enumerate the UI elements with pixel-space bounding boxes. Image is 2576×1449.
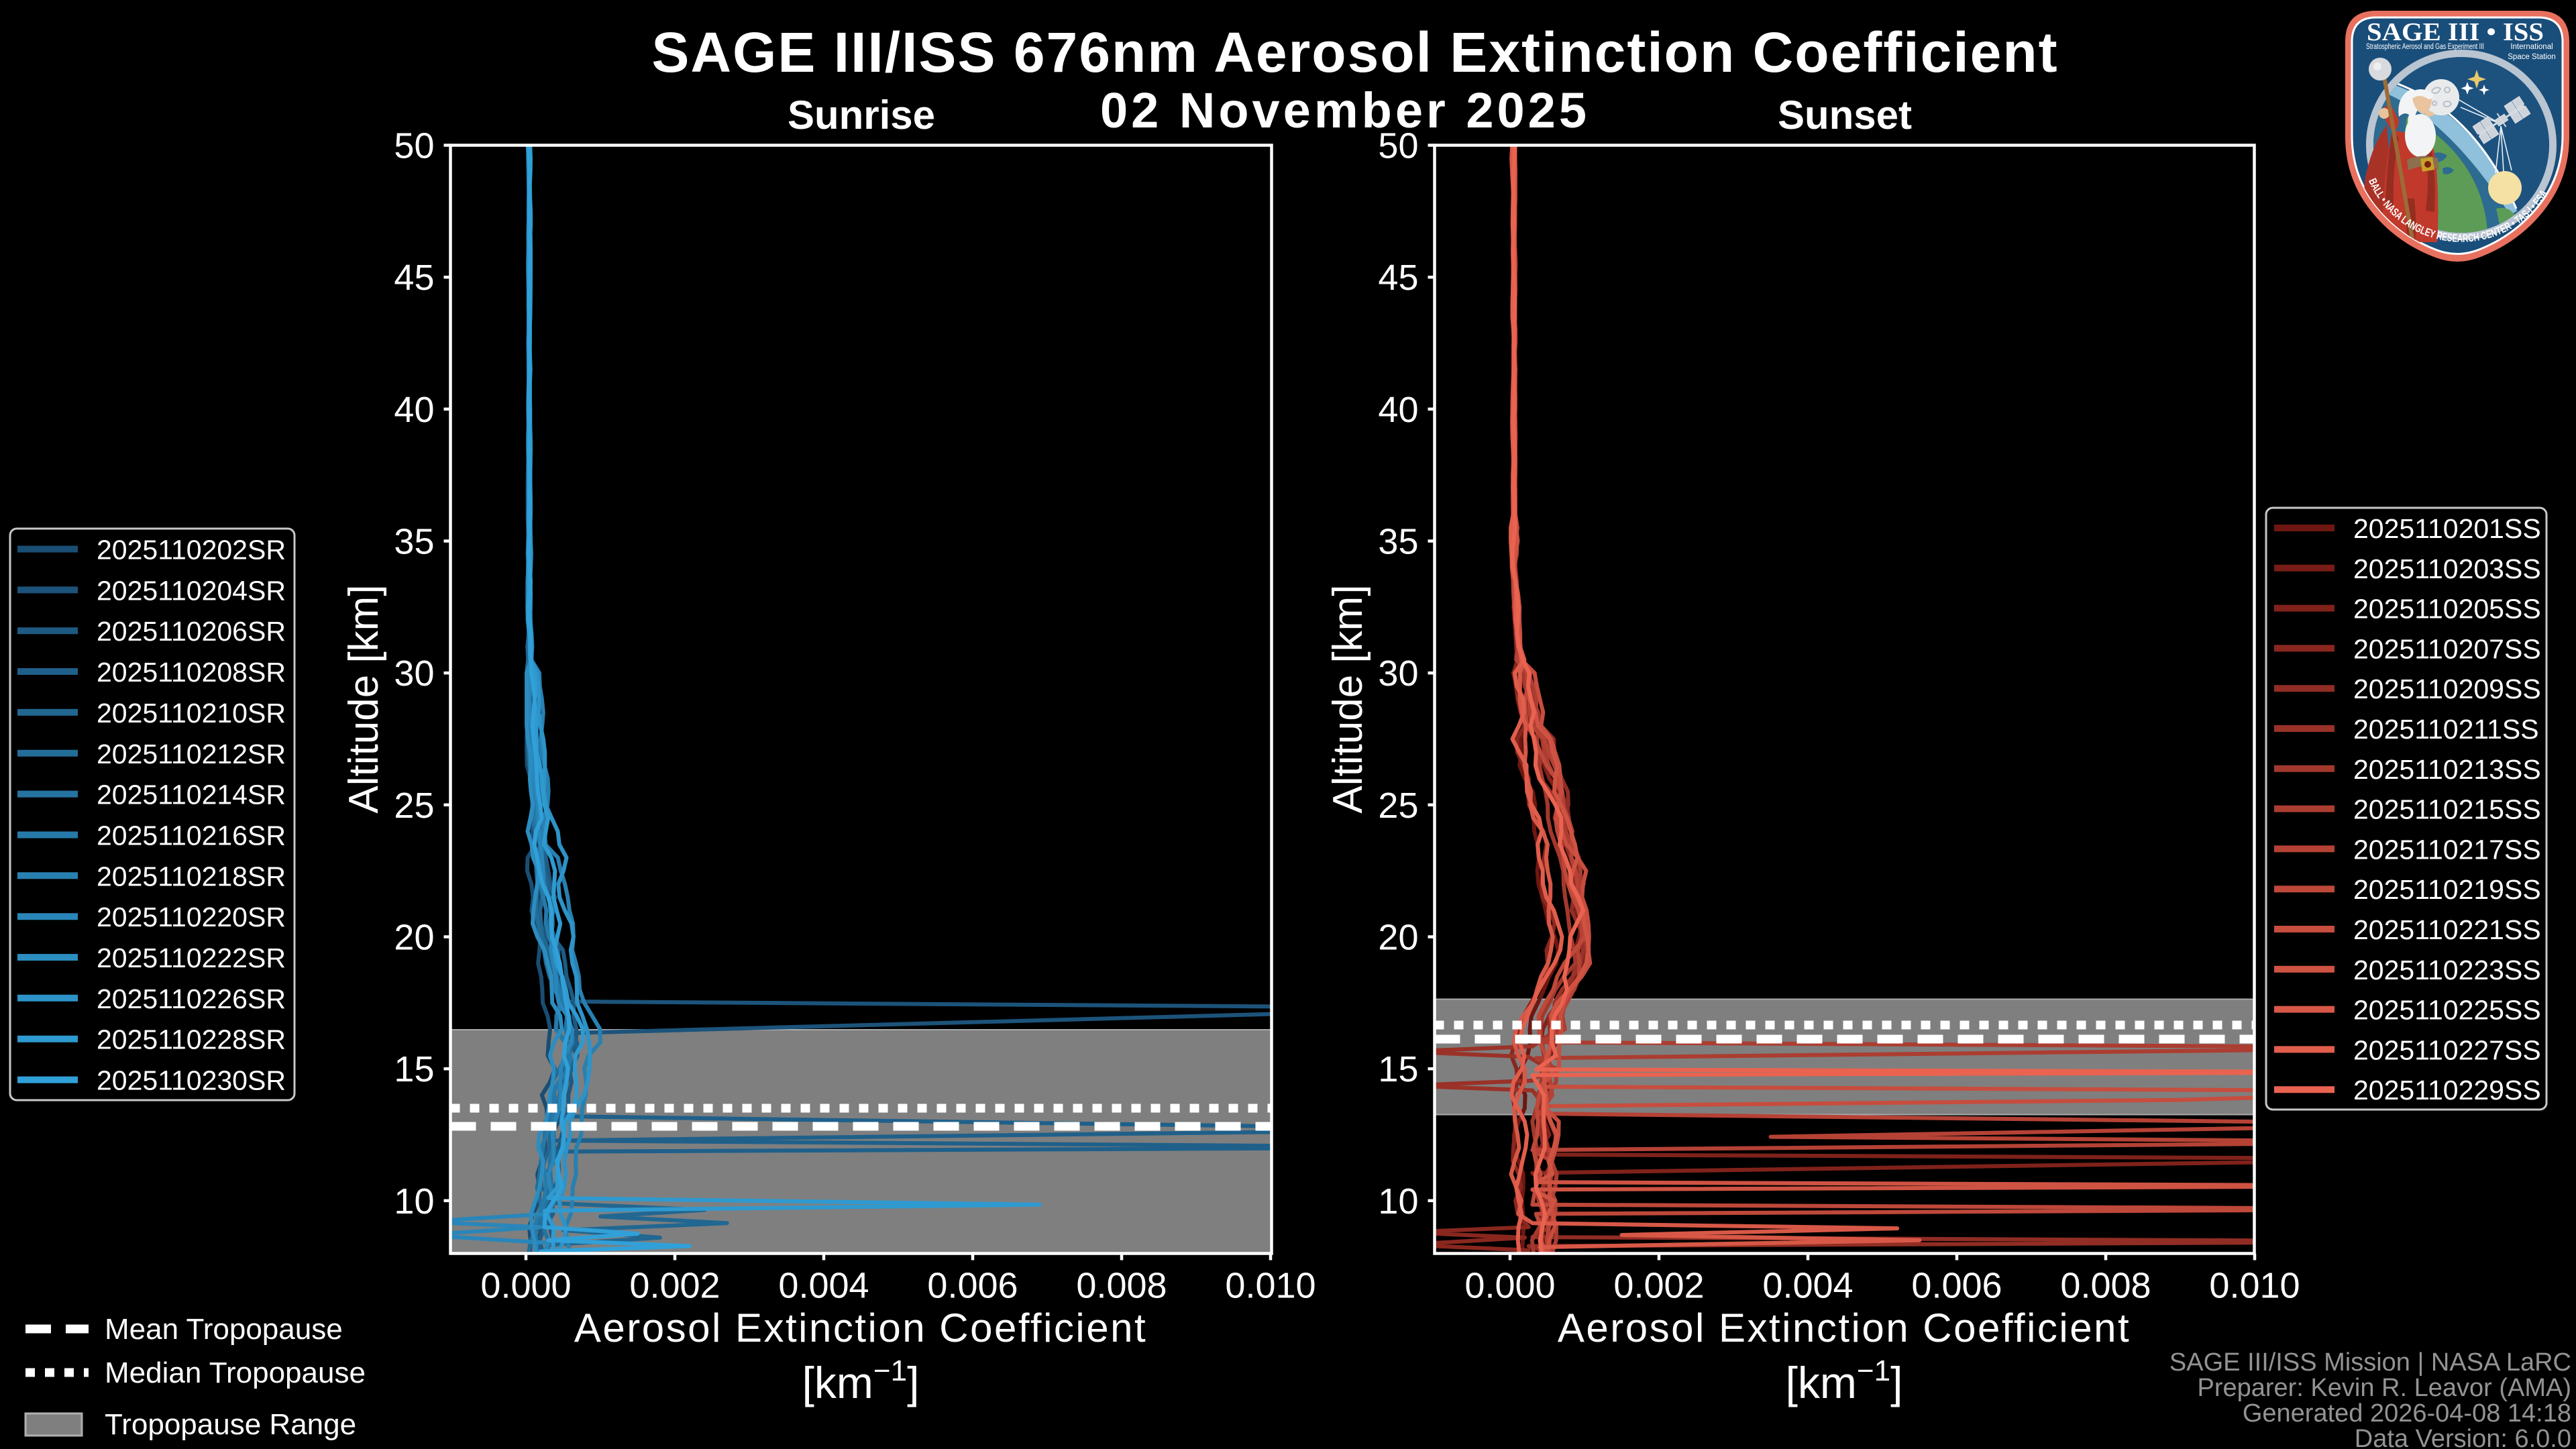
svg-text:15: 15: [1378, 1049, 1418, 1089]
svg-text:30: 30: [1378, 653, 1418, 694]
svg-text:SAGE III/ISS Mission | NASA La: SAGE III/ISS Mission | NASA LaRC: [2169, 1348, 2571, 1377]
svg-text:SAGE III/ISS 676nm Aerosol Ext: SAGE III/ISS 676nm Aerosol Extinction Co…: [651, 21, 2058, 84]
svg-text:2025110215SS: 2025110215SS: [2353, 794, 2541, 825]
svg-text:30: 30: [394, 653, 434, 694]
svg-text:2025110216SR: 2025110216SR: [97, 820, 286, 851]
svg-text:0.002: 0.002: [629, 1266, 720, 1306]
svg-text:Aerosol Extinction Coefficient: Aerosol Extinction Coefficient: [1558, 1305, 2131, 1350]
svg-text:Data Version: 6.0.0: Data Version: 6.0.0: [2355, 1425, 2571, 1449]
svg-text:2025110226SR: 2025110226SR: [97, 983, 286, 1014]
svg-text:25: 25: [394, 786, 434, 826]
svg-text:10: 10: [394, 1181, 434, 1222]
svg-text:0.002: 0.002: [1613, 1266, 1704, 1306]
svg-text:15: 15: [394, 1049, 434, 1089]
svg-text:2025110201SS: 2025110201SS: [2353, 513, 2541, 544]
svg-text:2025110230SR: 2025110230SR: [97, 1065, 286, 1096]
svg-text:45: 45: [1378, 258, 1418, 298]
svg-text:SAGE III • ISS: SAGE III • ISS: [2367, 18, 2544, 46]
svg-text:Altitude [km]: Altitude [km]: [1325, 584, 1371, 813]
svg-text:20: 20: [1378, 918, 1418, 958]
svg-text:Aerosol Extinction Coefficient: Aerosol Extinction Coefficient: [574, 1305, 1147, 1350]
svg-text:Altitude [km]: Altitude [km]: [341, 584, 387, 813]
svg-text:2025110212SR: 2025110212SR: [97, 739, 286, 769]
svg-text:International: International: [2510, 43, 2553, 51]
svg-text:2025110229SS: 2025110229SS: [2353, 1075, 2541, 1106]
svg-text:2025110218SR: 2025110218SR: [97, 861, 286, 892]
svg-text:50: 50: [394, 126, 434, 166]
svg-text:50: 50: [1378, 126, 1418, 166]
svg-text:2025110211SS: 2025110211SS: [2353, 714, 2539, 745]
svg-text:25: 25: [1378, 786, 1418, 826]
svg-text:Preparer: Kevin R. Leavor (AMA: Preparer: Kevin R. Leavor (AMA): [2197, 1374, 2571, 1402]
svg-text:2025110227SS: 2025110227SS: [2353, 1034, 2541, 1065]
svg-text:0.010: 0.010: [2209, 1266, 2300, 1306]
svg-text:40: 40: [1378, 390, 1418, 430]
svg-text:Stratospheric Aerosol and Gas: Stratospheric Aerosol and Gas Experiment…: [2366, 43, 2484, 51]
svg-text:0.008: 0.008: [1076, 1266, 1167, 1306]
svg-text:2025110206SR: 2025110206SR: [97, 616, 286, 647]
svg-text:2025110220SR: 2025110220SR: [97, 902, 286, 932]
svg-text:2025110214SR: 2025110214SR: [97, 780, 286, 810]
svg-text:0.000: 0.000: [1464, 1266, 1555, 1306]
svg-text:2025110210SR: 2025110210SR: [97, 698, 286, 729]
svg-text:45: 45: [394, 258, 434, 298]
svg-text:2025110207SS: 2025110207SS: [2353, 633, 2541, 664]
svg-text:2025110222SR: 2025110222SR: [97, 943, 286, 973]
svg-text:2025110208SR: 2025110208SR: [97, 657, 286, 688]
svg-text:Sunset: Sunset: [1778, 93, 1912, 138]
svg-text:0.006: 0.006: [927, 1266, 1018, 1306]
svg-text:2025110202SR: 2025110202SR: [97, 535, 286, 566]
svg-text:35: 35: [1378, 522, 1418, 562]
svg-text:Space Station: Space Station: [2508, 53, 2556, 61]
svg-text:2025110219SS: 2025110219SS: [2353, 874, 2541, 905]
svg-text:Tropopause Range: Tropopause Range: [105, 1408, 356, 1441]
svg-text:0.006: 0.006: [1911, 1266, 2002, 1306]
svg-text:Mean Tropopause: Mean Tropopause: [105, 1313, 343, 1346]
svg-text:0.004: 0.004: [1762, 1266, 1853, 1306]
svg-text:40: 40: [394, 390, 434, 430]
svg-text:2025110223SS: 2025110223SS: [2353, 955, 2541, 985]
svg-text:Generated 2026-04-08 14:18: Generated 2026-04-08 14:18: [2243, 1399, 2571, 1428]
svg-text:2025110203SS: 2025110203SS: [2353, 553, 2541, 584]
svg-text:2025110213SS: 2025110213SS: [2353, 754, 2541, 785]
svg-text:2025110204SR: 2025110204SR: [97, 575, 286, 606]
svg-text:Median Tropopause: Median Tropopause: [105, 1356, 366, 1389]
svg-text:0.000: 0.000: [480, 1266, 571, 1306]
svg-text:20: 20: [394, 918, 434, 958]
svg-text:0.010: 0.010: [1225, 1266, 1316, 1306]
svg-text:10: 10: [1378, 1181, 1418, 1222]
svg-text:2025110205SS: 2025110205SS: [2353, 594, 2541, 625]
svg-text:2025110228SR: 2025110228SR: [97, 1024, 286, 1055]
svg-text:2025110217SS: 2025110217SS: [2353, 834, 2541, 865]
svg-text:35: 35: [394, 522, 434, 562]
svg-text:2025110221SS: 2025110221SS: [2353, 914, 2541, 945]
svg-text:0.008: 0.008: [2060, 1266, 2151, 1306]
svg-text:02 November 2025: 02 November 2025: [1100, 83, 1590, 138]
svg-text:2025110225SS: 2025110225SS: [2353, 995, 2541, 1026]
svg-text:0.004: 0.004: [778, 1266, 869, 1306]
svg-text:Sunrise: Sunrise: [788, 93, 935, 138]
svg-text:2025110209SS: 2025110209SS: [2353, 674, 2541, 704]
